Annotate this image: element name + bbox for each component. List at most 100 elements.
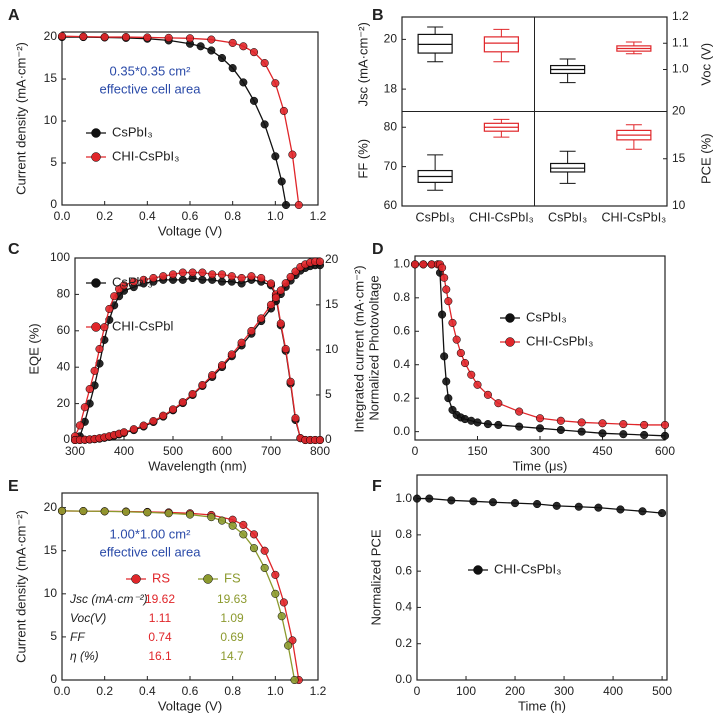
y-tick-label: 20 (384, 32, 398, 46)
data-point (266, 300, 276, 309)
data-point (247, 272, 256, 281)
data-point (75, 421, 84, 430)
data-point (249, 48, 259, 57)
legend-label: RS (152, 570, 170, 585)
data-point (227, 272, 236, 281)
table-value: 1.09 (220, 611, 244, 625)
data-point (239, 42, 248, 51)
data-point (266, 279, 276, 288)
x-tick-label: 500 (163, 444, 183, 458)
x-tick-label: CsPbI₃ (548, 210, 587, 224)
data-point (279, 598, 288, 607)
data-point (286, 272, 295, 281)
data-point (185, 34, 195, 43)
data-point (149, 273, 158, 283)
table-row-label: η (%) (70, 649, 99, 663)
x-tick-label: 500 (652, 684, 672, 698)
y2-tick-label: 10 (672, 198, 686, 212)
data-point (249, 96, 259, 105)
data-point (119, 281, 129, 290)
y-tick-label: 60 (57, 323, 71, 337)
data-point (440, 352, 449, 361)
data-point (442, 285, 451, 294)
data-point (143, 33, 152, 42)
legend-label: CsPbI₃ (112, 124, 153, 139)
data-point (483, 390, 492, 399)
y-tick-label: 60 (384, 198, 398, 212)
data-point (440, 273, 449, 282)
y-tick-label: 80 (384, 119, 398, 133)
y-tick-label: 0.6 (393, 323, 410, 337)
data-point (577, 427, 586, 436)
data-point (467, 370, 476, 379)
data-point (315, 257, 325, 266)
table-row-label: FF (70, 630, 85, 644)
data-point (237, 338, 246, 347)
y-tick-label: 10 (44, 586, 58, 600)
x-tick-label: CHI-CsPbI₃ (601, 210, 666, 224)
data-point (228, 521, 237, 530)
legend-marker (505, 313, 515, 323)
data-point (279, 106, 288, 115)
legend-label: CHI-CsPbI₃ (526, 333, 593, 348)
data-point (90, 366, 99, 375)
data-point (619, 430, 628, 439)
data-point (139, 421, 148, 430)
data-point (419, 260, 428, 269)
data-point (80, 403, 89, 412)
y-tick-label: 0.4 (395, 600, 412, 614)
data-point (438, 263, 447, 272)
data-point (79, 507, 88, 516)
y-tick-label: 18 (384, 81, 398, 95)
annotation: 1.00*1.00 cm² (110, 526, 192, 541)
y-tick-label: 15 (44, 543, 58, 557)
data-point (168, 405, 178, 414)
data-point (260, 59, 269, 68)
x-axis-title: Wavelength (nm) (148, 458, 247, 473)
data-point (535, 414, 545, 423)
data-point (198, 268, 207, 277)
x-tick-label: CsPbI₃ (416, 210, 455, 224)
series-line (62, 36, 287, 206)
data-point (149, 417, 158, 426)
data-point (217, 277, 227, 286)
data-point (594, 503, 603, 512)
y-tick-label: 0 (50, 197, 57, 211)
y-tick-label: 15 (44, 71, 58, 85)
data-point (100, 32, 109, 42)
data-point (658, 509, 667, 518)
data-point (271, 589, 280, 598)
data-point (79, 32, 88, 41)
data-point (207, 46, 216, 55)
y2-axis-title: Integrated current (mA·cm⁻²) (351, 265, 366, 432)
data-point (515, 407, 524, 416)
y-tick-label: 0.2 (393, 390, 410, 404)
data-point (473, 418, 482, 427)
y-tick-label: 20 (57, 396, 71, 410)
data-point (444, 297, 453, 306)
y-tick-label: 20 (44, 29, 58, 43)
y-tick-label: 0.6 (395, 563, 412, 577)
x-axis-title: Voltage (V) (158, 698, 222, 713)
data-point (159, 411, 168, 420)
y2-tick-label: 20 (672, 104, 686, 118)
data-point (207, 513, 216, 522)
x-tick-label: 800 (310, 444, 330, 458)
data-point (473, 380, 482, 389)
data-point (598, 429, 607, 438)
annotation: 0.35*0.35 cm² (110, 63, 192, 78)
data-point (577, 418, 586, 427)
data-point (288, 150, 297, 159)
legend-marker (91, 322, 101, 332)
panel-letter: A (8, 7, 20, 24)
y-tick-label: 40 (57, 359, 71, 373)
data-point (438, 310, 447, 319)
data-point (442, 377, 451, 386)
x-tick-label: 0 (414, 684, 421, 698)
data-point (119, 428, 129, 437)
y2-tick-label: 1.1 (672, 35, 689, 49)
data-point (276, 319, 285, 328)
x-tick-label: 100 (456, 684, 476, 698)
data-point (164, 33, 173, 42)
y2-axis-title: Voc (V) (698, 43, 713, 86)
